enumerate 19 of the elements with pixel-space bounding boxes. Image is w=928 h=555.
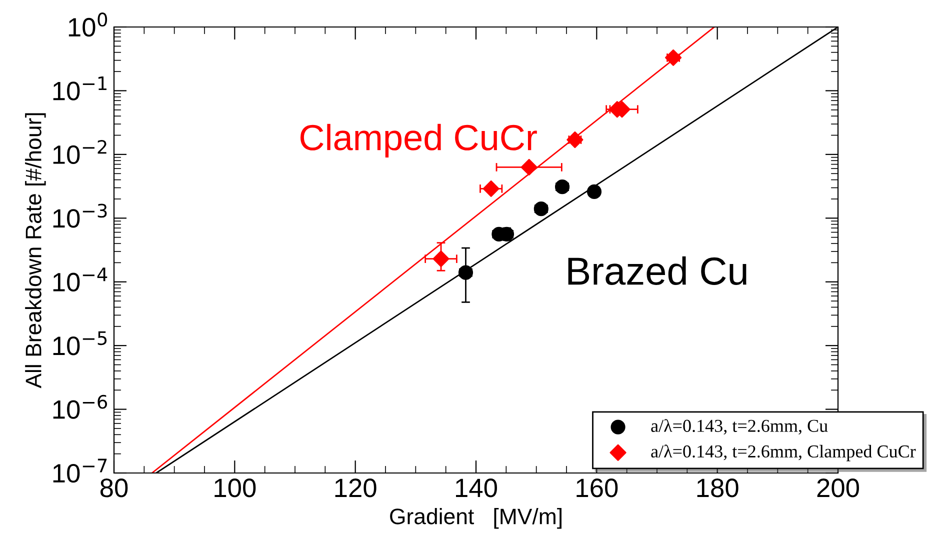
y-tick-label: 10$^{−1}$ xyxy=(53,76,106,100)
x-tick-label: 180 xyxy=(697,478,738,498)
x-tick-label: 120 xyxy=(335,478,376,498)
legend-label: a/λ=0.143, t=2.6mm, Clamped CuCr xyxy=(651,444,916,462)
y-tick-label: 10$^{−3}$ xyxy=(53,204,107,228)
legend-label: a/λ=0.143, t=2.6mm, Cu xyxy=(651,419,828,435)
y-tick-label: 10$^{0}$ xyxy=(68,12,108,37)
x-tick-label: 200 xyxy=(817,478,859,498)
x-tick-label: 100 xyxy=(214,478,256,498)
y-tick-label: 10$^{−6}$ xyxy=(53,394,108,419)
annotation: Brazed Cu xyxy=(568,256,746,285)
x-tick-label: 160 xyxy=(576,478,618,498)
y-tick-label: 10$^{−2}$ xyxy=(53,140,106,164)
y-tick-label: 10$^{−5}$ xyxy=(53,331,107,356)
y-axis-title: All Breakdown Rate [#/hour] xyxy=(25,113,46,388)
annotation: Clamped CuCr xyxy=(300,124,537,158)
x-tick-label: 140 xyxy=(456,478,497,498)
y-tick-label: 10$^{−4}$ xyxy=(53,268,108,292)
x-axis-title: Gradient [MV/m] xyxy=(390,508,562,529)
